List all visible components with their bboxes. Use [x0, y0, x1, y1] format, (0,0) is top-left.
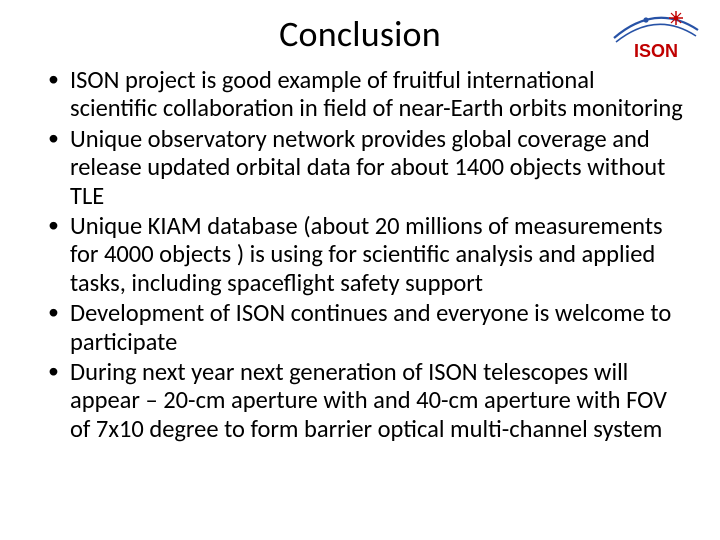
ison-logo: ISON	[612, 8, 700, 62]
bullet-item: ISON project is good example of fruitful…	[34, 66, 686, 123]
slide-title: Conclusion	[34, 12, 686, 56]
bullet-item: Unique observatory network provides glob…	[34, 125, 686, 210]
bullet-item: During next year next generation of ISON…	[34, 358, 686, 443]
bullet-list: ISON project is good example of fruitful…	[34, 66, 686, 443]
logo-text: ISON	[634, 41, 678, 61]
slide: ISON Conclusion ISON project is good exa…	[0, 0, 720, 540]
bullet-item: Unique KIAM database (about 20 millions …	[34, 212, 686, 297]
bullet-item: Development of ISON continues and everyo…	[34, 299, 686, 356]
